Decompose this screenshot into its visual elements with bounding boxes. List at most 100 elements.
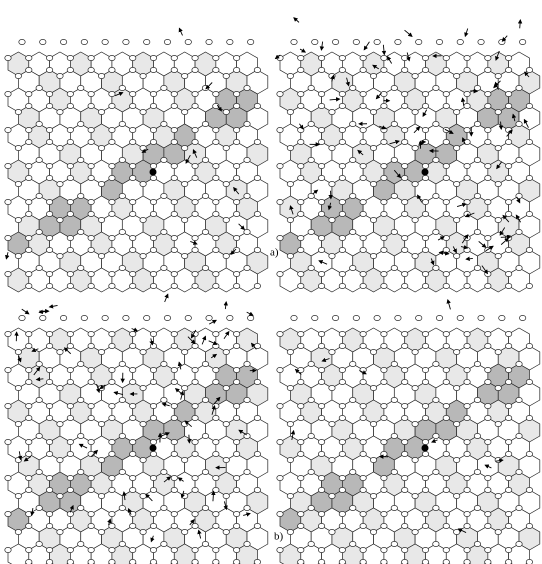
vertex-site — [150, 235, 156, 240]
vertex-site — [119, 229, 125, 234]
vertex-site — [298, 403, 304, 408]
vertex-site — [464, 91, 470, 96]
vertex-site — [433, 265, 439, 270]
vertex-site — [119, 505, 125, 510]
vertex-site — [57, 217, 63, 222]
vertex-site — [402, 199, 408, 204]
vertex-site — [109, 487, 115, 492]
vertex-site — [329, 493, 335, 498]
vertex-site — [26, 199, 32, 204]
vertex-site — [98, 457, 104, 462]
vertex-site — [416, 315, 422, 320]
vertex-site — [443, 103, 449, 108]
vertex-site — [130, 367, 136, 372]
vertex-site — [353, 315, 359, 320]
vertex-site — [67, 403, 73, 408]
vertex-site — [213, 439, 219, 444]
vertex-site — [171, 199, 177, 204]
vertex-site — [412, 217, 418, 222]
vertex-site — [505, 415, 511, 420]
vertex-site — [192, 163, 198, 168]
vertex-site — [298, 103, 304, 108]
vertex-site — [78, 265, 84, 270]
vertex-site — [516, 505, 522, 510]
vertex-site — [436, 315, 442, 320]
vertex-site — [26, 487, 32, 492]
vertex-site — [443, 439, 449, 444]
vertex-site — [40, 39, 46, 44]
vertex-site — [526, 175, 532, 180]
vertex-site — [181, 73, 187, 78]
vertex-site — [192, 475, 198, 480]
vertex-site — [298, 511, 304, 516]
vertex-site — [312, 315, 318, 320]
vertex-site — [161, 541, 167, 546]
vertex-site — [130, 523, 136, 528]
vertex-site — [370, 109, 376, 114]
vertex-site — [402, 55, 408, 60]
vertex-site — [350, 121, 356, 126]
vertex-site — [60, 315, 66, 320]
vertex-site — [298, 283, 304, 288]
vertex-site — [339, 475, 345, 480]
vertex-site — [464, 379, 470, 384]
vertex-site — [150, 211, 156, 216]
vertex-site — [381, 139, 387, 144]
vertex-site — [422, 379, 428, 384]
vertex-site — [15, 421, 21, 426]
vertex-site — [370, 457, 376, 462]
vertex-site — [516, 157, 522, 162]
vertex-site — [495, 145, 501, 150]
vertex-site — [436, 39, 442, 44]
vertex-site — [171, 163, 177, 168]
vertex-site — [67, 451, 73, 456]
vertex-site — [453, 217, 459, 222]
vertex-site — [402, 343, 408, 348]
vertex-site — [485, 235, 491, 240]
vertex-site — [453, 385, 459, 390]
vertex-site — [171, 511, 177, 516]
vertex-site — [202, 193, 208, 198]
vertex-site — [213, 475, 219, 480]
displacement-arrow — [225, 302, 226, 309]
vertex-site — [119, 193, 125, 198]
vertex-site — [67, 487, 73, 492]
vertex-site — [422, 559, 428, 564]
vertex-site — [67, 91, 73, 96]
vertex-site — [318, 379, 324, 384]
vertex-site — [119, 397, 125, 402]
vertex-site — [339, 523, 345, 528]
vertex-site — [443, 211, 449, 216]
vertex-site — [464, 175, 470, 180]
vertex-site — [360, 475, 366, 480]
vertex-site — [244, 121, 250, 126]
vertex-site — [67, 547, 73, 552]
vertex-site — [391, 193, 397, 198]
vertex-site — [443, 163, 449, 168]
vertex-site — [360, 379, 366, 384]
vertex-site — [485, 379, 491, 384]
vertex-site — [485, 175, 491, 180]
vertex-site — [402, 127, 408, 132]
vertex-site — [57, 109, 63, 114]
vertex-site — [433, 505, 439, 510]
vertex-site — [287, 349, 293, 354]
vertex-site — [213, 91, 219, 96]
vertex-site — [402, 415, 408, 420]
vertex-site — [308, 229, 314, 234]
vertex-site — [485, 511, 491, 516]
vertex-site — [495, 349, 501, 354]
vertex-site — [202, 157, 208, 162]
vertex-site — [171, 451, 177, 456]
vertex-site — [443, 403, 449, 408]
vertex-site — [339, 67, 345, 72]
vertex-site — [109, 211, 115, 216]
vertex-site — [150, 91, 156, 96]
vertex-site — [360, 487, 366, 492]
vertex-site — [46, 55, 52, 60]
vertex-site — [422, 211, 428, 216]
vertex-site — [67, 439, 73, 444]
vertex-site — [519, 315, 525, 320]
vertex-site — [339, 283, 345, 288]
vertex-site — [46, 67, 52, 72]
